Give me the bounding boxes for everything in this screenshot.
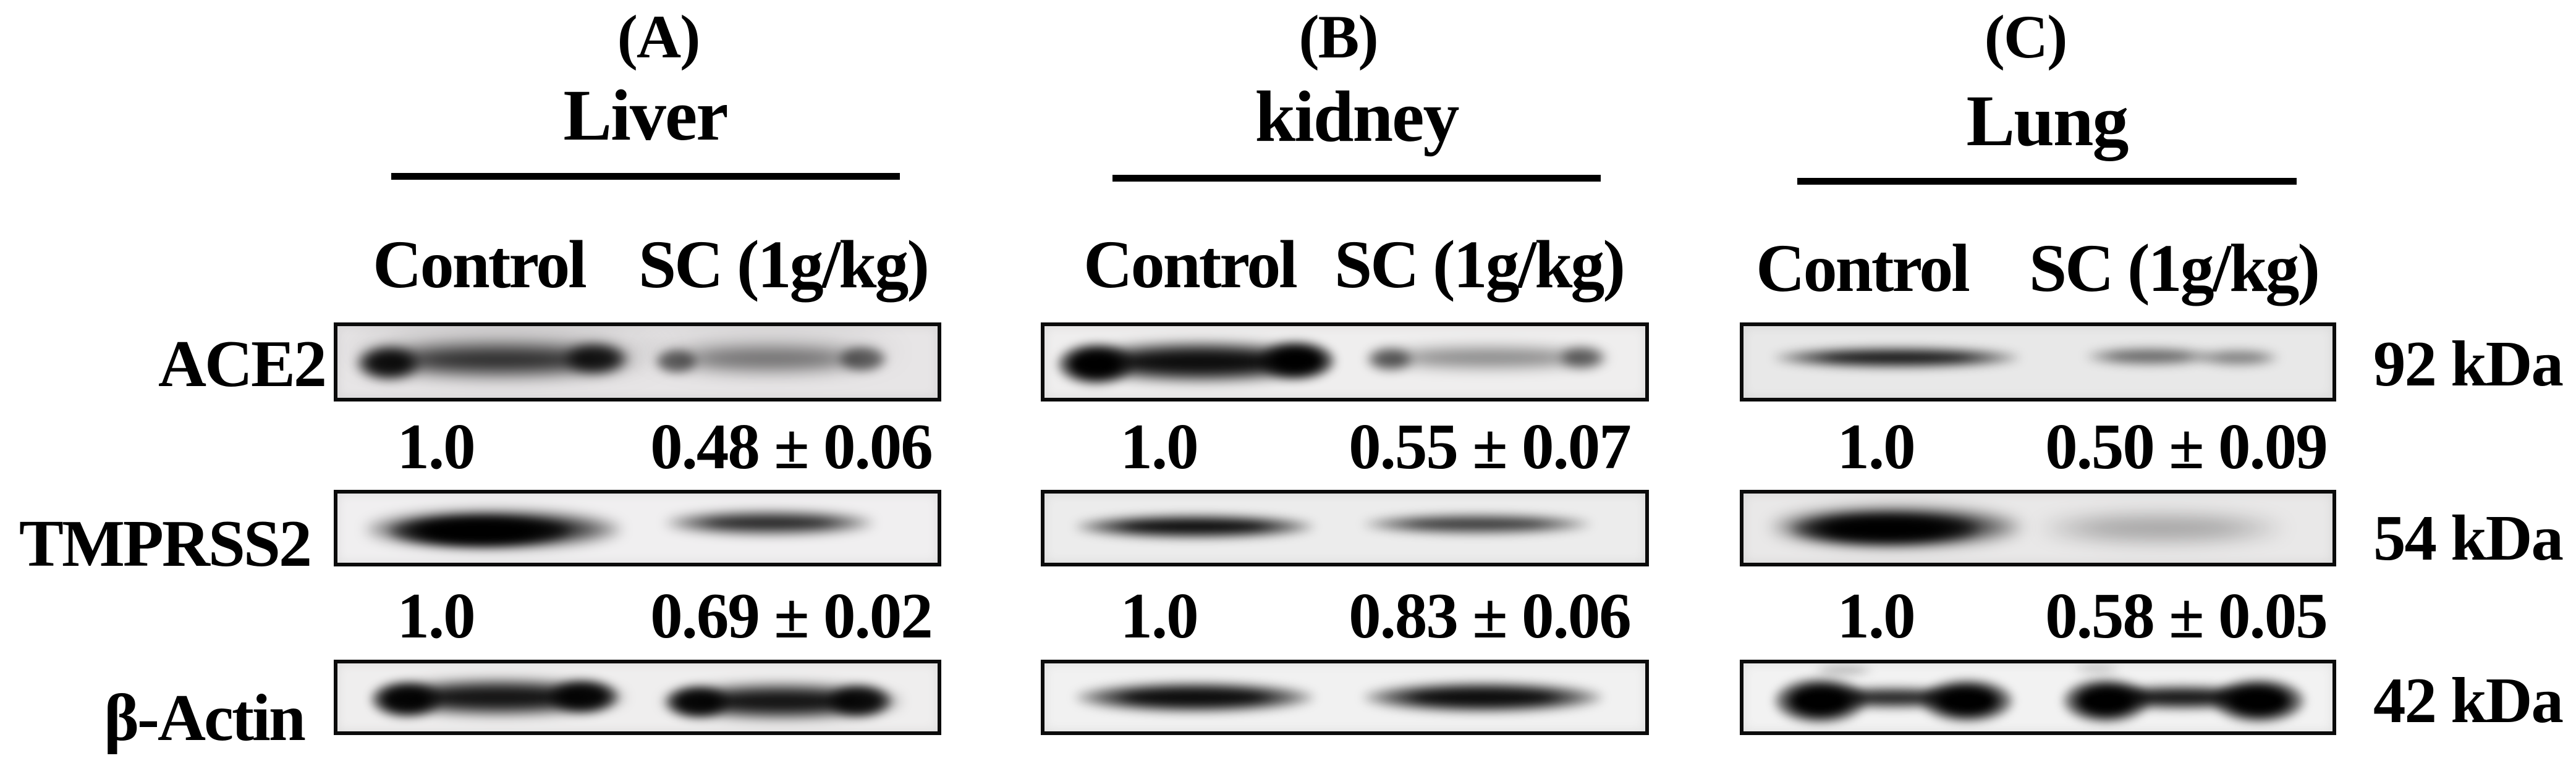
blot-kidney-ace2 [1041,322,1649,402]
blot-band [355,345,422,382]
row-label-beta-actin: β-Actin [104,681,306,755]
mw-label-92kda: 92 kDa [2373,327,2564,400]
panel-c-title-underline [1797,178,2297,185]
panel-a-title-underline [391,173,900,180]
blot-band [1074,683,1315,712]
row-label-tmprss2: TMPRSS2 [19,507,312,581]
blot-band [562,342,629,375]
blot-band [1773,347,2020,368]
quant-kidney-ace2-treated: 0.55 ± 0.07 [1349,410,1632,482]
quant-liver-ace2-treated: 0.48 ± 0.06 [650,410,933,482]
blot-band [2073,664,2121,674]
blot-band [1790,514,1980,545]
blot-band [370,681,443,718]
quant-kidney-tmprss2-control: 1.0 [1120,579,1198,652]
panel-a-letter: (A) [617,2,701,71]
blot-band [2197,350,2280,366]
blot-band [388,516,569,547]
panel-c-letter: (C) [1984,2,2068,71]
blot-band [1258,340,1336,381]
blot-band [1814,665,1873,676]
blot-band [2038,513,2286,543]
blot-band [2088,686,2277,709]
blot-band [1805,687,1982,708]
quant-kidney-ace2-control: 1.0 [1120,410,1198,482]
blot-band [1558,346,1606,369]
quant-liver-tmprss2-treated: 0.69 ± 0.02 [650,579,933,652]
blot-band [826,684,893,718]
blot-liver-ace2 [334,322,941,402]
quant-lung-ace2-control: 1.0 [1837,410,1915,482]
panel-a-col-header-sc: SC (1g/kg) [638,227,930,302]
quant-lung-tmprss2-treated: 0.58 ± 0.05 [2045,579,2328,652]
mw-label-42kda: 42 kDa [2373,664,2564,736]
blot-lung-ace2 [1740,322,2336,402]
blot-kidney-beta-actin [1041,660,1649,735]
panel-a-tissue-title: Liver [563,75,728,156]
mw-label-54kda: 54 kDa [2373,502,2564,574]
panel-b-letter: (B) [1299,2,1378,71]
quant-liver-tmprss2-control: 1.0 [397,579,475,652]
quant-lung-tmprss2-control: 1.0 [1837,579,1915,652]
blot-band [1074,515,1315,539]
panel-c-col-header-sc: SC (1g/kg) [2028,230,2320,306]
blot-band [1056,342,1135,386]
blot-kidney-tmprss2 [1041,490,1649,566]
panel-b-col-header-sc: SC (1g/kg) [1334,227,1625,302]
blot-band [654,348,699,374]
panel-c-tissue-title: Lung [1966,80,2129,161]
blot-band [1363,514,1591,534]
row-label-ace2: ACE2 [158,327,327,401]
panel-c-col-header-control: Control [1756,230,1970,306]
blot-liver-tmprss2 [334,490,941,566]
blot-band [1366,347,1414,372]
blot-lung-tmprss2 [1740,490,2336,566]
panel-b-col-header-control: Control [1083,227,1298,302]
panel-a-col-header-control: Control [373,227,587,302]
quant-liver-ace2-control: 1.0 [397,410,475,482]
blot-band [837,345,888,373]
blot-liver-beta-actin [334,660,941,735]
panel-b-title-underline [1112,175,1601,182]
blot-band [547,679,620,715]
quant-kidney-tmprss2-treated: 0.83 ± 0.06 [1349,579,1632,652]
blot-lung-beta-actin [1740,660,2336,735]
blot-band [2085,347,2215,365]
quant-lung-ace2-treated: 0.50 ± 0.09 [2045,410,2328,482]
blot-band [664,511,875,534]
panel-b-tissue-title: kidney [1255,76,1459,157]
blot-band [1363,683,1603,712]
blot-band [664,685,731,720]
